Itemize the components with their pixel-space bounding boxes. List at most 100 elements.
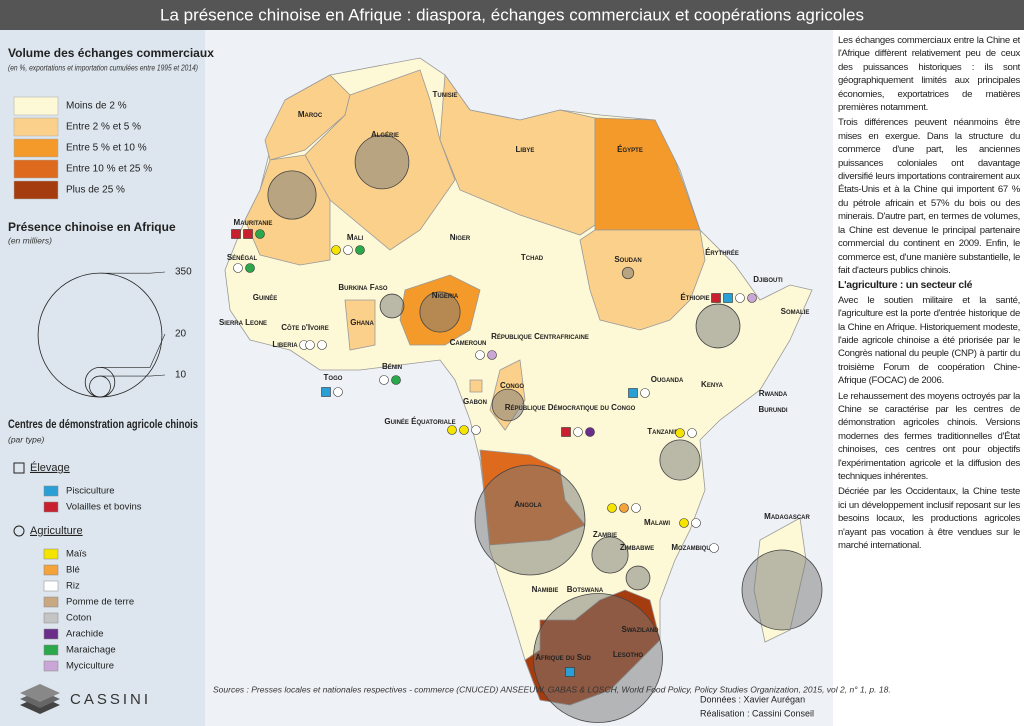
- center-dot: [331, 245, 341, 255]
- center-dot: [305, 340, 315, 350]
- center-dot: [679, 518, 689, 528]
- legend-title: Volume des échanges commerciaux: [8, 46, 214, 60]
- country-label: Sénégal: [227, 253, 258, 262]
- presence-circle: [659, 439, 701, 481]
- legend-swatch: [13, 96, 59, 116]
- paragraph: Avec le soutien militaire et la santé, l…: [838, 294, 1020, 387]
- presence-circle: [491, 388, 525, 422]
- country-label: Somalie: [781, 307, 810, 316]
- country-label: Gabon: [463, 397, 487, 406]
- center-dot: [447, 425, 457, 435]
- country-label: Togo: [324, 373, 343, 382]
- country-label: Sierra Leone: [219, 318, 267, 327]
- presence-circle: [419, 291, 461, 333]
- center-square: [243, 229, 253, 239]
- country-label: Côte d'Ivoire: [281, 323, 328, 332]
- legend-label: Pomme de terre: [66, 597, 134, 608]
- country-label: Tunisie: [433, 90, 458, 99]
- legend-swatch: [13, 159, 59, 179]
- country-label: Burundi: [758, 405, 787, 414]
- presence-circle: [625, 565, 651, 591]
- country-label: Ouganda: [651, 375, 684, 384]
- center-dot: [245, 263, 255, 273]
- country-label: Soudan: [614, 255, 641, 264]
- legend-swatch: [43, 485, 59, 497]
- credit: Données : Xavier Aurégan: [700, 694, 805, 704]
- legend-subtitle: (en milliers): [8, 235, 52, 245]
- center-dot: [391, 375, 401, 385]
- legend-label: Riz: [66, 581, 80, 592]
- credit: Réalisation : Cassini Conseil: [700, 708, 814, 718]
- country-label: Nigeria: [432, 291, 459, 300]
- center-dot: [317, 340, 327, 350]
- country: [594, 117, 701, 231]
- center-square: [711, 293, 721, 303]
- presence-circle: [267, 170, 317, 220]
- center-square: [561, 427, 571, 437]
- presence-circle: [474, 464, 586, 576]
- country-label: Afrique du Sud: [535, 653, 591, 662]
- legend-label: Entre 2 % et 5 %: [66, 122, 141, 133]
- country: [264, 74, 351, 161]
- legend-tick: 350: [175, 267, 192, 278]
- logo: CASSINI: [70, 691, 151, 708]
- presence-circle: [741, 549, 823, 631]
- center-square: [565, 667, 575, 677]
- presence-circle: [379, 293, 405, 319]
- center-dot: [333, 387, 343, 397]
- legend-label: Arachide: [66, 629, 104, 640]
- center-dot: [471, 425, 481, 435]
- legend-label: Entre 5 % et 10 %: [66, 143, 147, 154]
- country-label: Swaziland: [622, 625, 660, 634]
- legend-leader: [100, 374, 166, 377]
- country-label: Liberia: [272, 340, 298, 349]
- center-dot: [675, 428, 685, 438]
- center-dot: [379, 375, 389, 385]
- country-label: Bénin: [382, 362, 402, 371]
- center-dot: [747, 293, 757, 303]
- legend-swatch: [13, 117, 59, 137]
- legend-label: Blé: [66, 565, 80, 576]
- center-dot: [735, 293, 745, 303]
- title: La présence chinoise en Afrique : diaspo…: [160, 5, 864, 24]
- country: [579, 229, 706, 331]
- legend-swatch: [43, 596, 59, 608]
- center-dot: [687, 428, 697, 438]
- country: [344, 299, 376, 351]
- country-label: Kenya: [701, 380, 724, 389]
- group-symbol: [13, 462, 25, 474]
- center-dot: [573, 427, 583, 437]
- legend-swatch: [13, 138, 59, 158]
- legend-label: Plus de 25 %: [66, 185, 125, 196]
- group-symbol: [13, 525, 25, 537]
- presence-circle: [533, 593, 663, 723]
- legend-swatch: [13, 180, 59, 200]
- legend-swatch: [43, 580, 59, 592]
- legend-label: Coton: [66, 613, 91, 624]
- center-square: [628, 388, 638, 398]
- center-dot: [343, 245, 353, 255]
- country-label: Burkina Faso: [338, 283, 388, 292]
- center-dot: [487, 350, 497, 360]
- group-label: Agriculture: [30, 525, 83, 537]
- country-label: Maroc: [298, 110, 323, 119]
- group-label: Élevage: [30, 461, 70, 474]
- title-bar: [0, 0, 1024, 30]
- center-square: [231, 229, 241, 239]
- country-label: Zimbabwe: [620, 543, 654, 552]
- center-dot: [355, 245, 365, 255]
- legend-label: Moins de 2 %: [66, 101, 127, 112]
- country-label: Éthiopie: [680, 293, 709, 302]
- side-text: Les échanges commerciaux entre la Chine …: [838, 34, 1020, 724]
- legend-label: Myciculture: [66, 661, 114, 672]
- country-label: Érythrée: [705, 248, 739, 257]
- legend-title: Présence chinoise en Afrique: [8, 220, 176, 234]
- center-dot: [709, 543, 719, 553]
- sources: Sources : Presses locales et nationales …: [213, 684, 891, 694]
- legend-swatch: [43, 548, 59, 560]
- legend-label: Maïs: [66, 549, 87, 560]
- country-label: Malawi: [644, 518, 670, 527]
- logo-mark: [20, 684, 60, 714]
- center-dot: [475, 350, 485, 360]
